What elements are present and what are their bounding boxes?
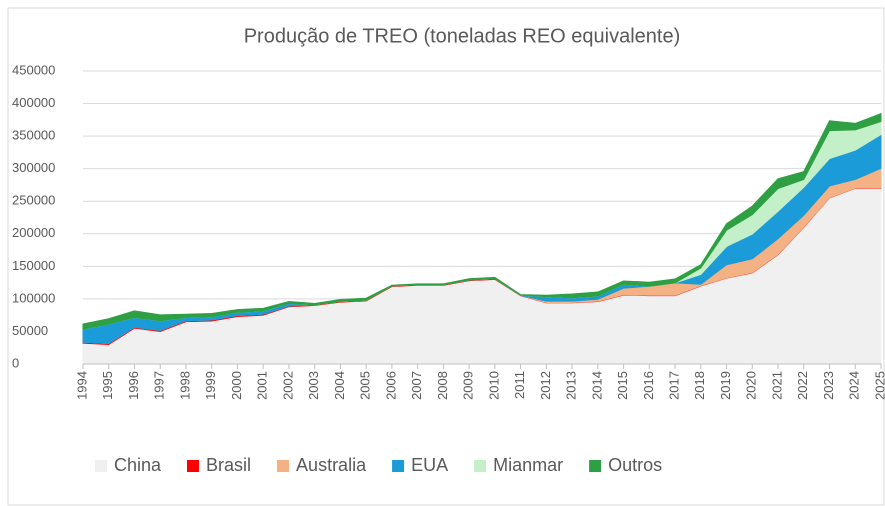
y-tick-label: 200000: [12, 225, 55, 240]
x-tick-label: 2022: [795, 371, 810, 400]
legend-label: Outros: [608, 455, 662, 475]
x-tick-label: 2021: [769, 371, 784, 400]
legend-swatch: [277, 460, 290, 472]
x-tick-label: 2016: [641, 371, 656, 400]
x-tick-label: 1996: [126, 371, 141, 400]
area: [82, 112, 882, 330]
x-tick-label: 2001: [255, 371, 270, 400]
legend-swatch: [392, 460, 405, 472]
y-tick-label: 50000: [12, 323, 48, 338]
legend-swatch: [589, 460, 602, 472]
x-tick-label: 2018: [692, 371, 707, 400]
x-tick-label: 2000: [229, 371, 244, 400]
x-tick-label: 2004: [332, 371, 347, 400]
x-tick-label: 2012: [538, 371, 553, 400]
x-tick-label: 2010: [486, 371, 501, 400]
legend-swatch: [95, 460, 107, 472]
x-tick-label: 2008: [435, 371, 450, 400]
x-tick-label: 1995: [100, 371, 115, 400]
chart-title: Produção de TREO (toneladas REO equivale…: [244, 25, 681, 47]
x-tick-label: 2020: [744, 371, 759, 400]
legend-label: Mianmar: [493, 455, 563, 475]
y-tick-label: 250000: [12, 193, 55, 208]
x-tick-label: 2002: [280, 371, 295, 400]
y-tick-label: 150000: [12, 258, 55, 273]
x-tick-label: 2014: [589, 371, 604, 400]
legend-swatch: [187, 460, 200, 472]
x-tick-label: 2024: [847, 371, 862, 400]
x-tick-label: 2006: [383, 371, 398, 400]
y-tick-label: 350000: [12, 128, 55, 143]
x-tick-label: 2017: [667, 371, 682, 400]
x-tick-label: 2019: [718, 371, 733, 400]
y-tick-label: 300000: [12, 160, 55, 175]
legend-swatch: [474, 460, 487, 472]
x-tick-label: 2005: [358, 371, 373, 400]
y-tick-label: 400000: [12, 95, 55, 110]
y-tick-label: 0: [12, 355, 19, 370]
x-tick-label: 2007: [409, 371, 424, 400]
y-tick-label: 100000: [12, 290, 55, 305]
legend-label: EUA: [411, 455, 448, 475]
x-tick-label: 1998: [177, 371, 192, 400]
x-tick-label: 2023: [821, 371, 836, 400]
x-tick-label: 2011: [512, 371, 527, 399]
x-tick-label: 2013: [564, 371, 579, 400]
x-tick-label: 2003: [306, 371, 321, 400]
y-tick-label: 450000: [12, 62, 55, 77]
x-tick-label: 1999: [203, 371, 218, 400]
x-tick-label: 2009: [461, 371, 476, 400]
legend-label: Australia: [296, 455, 367, 475]
x-tick-label: 1997: [152, 371, 167, 400]
x-tick-label: 1994: [74, 371, 89, 400]
legend-label: Brasil: [206, 455, 251, 475]
x-tick-label: 2025: [872, 371, 885, 400]
legend-label: China: [114, 455, 162, 475]
x-tick-label: 2015: [615, 371, 630, 400]
